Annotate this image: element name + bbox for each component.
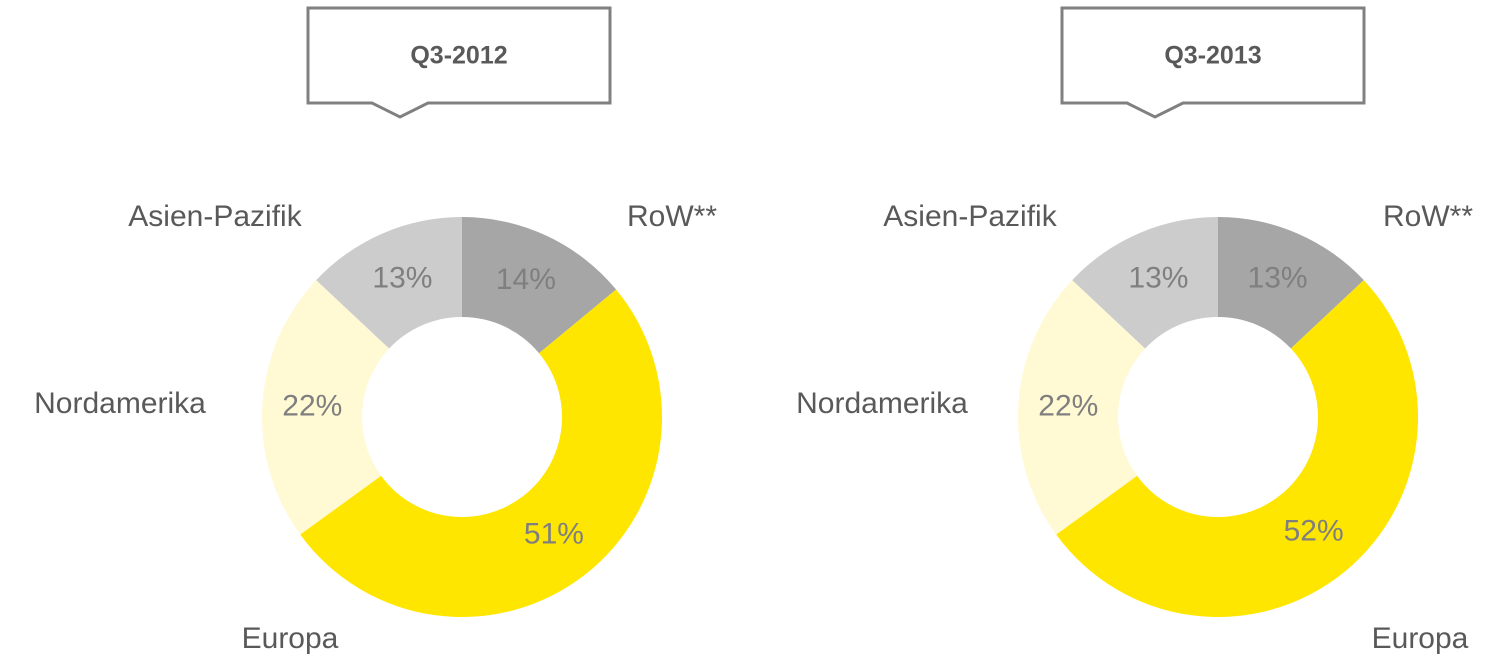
donut-slice bbox=[1056, 280, 1419, 618]
value-label: 22% bbox=[282, 390, 342, 423]
donut-slice bbox=[1072, 217, 1218, 349]
value-label: 51% bbox=[524, 517, 584, 550]
chart-title: Q3-2013 bbox=[1164, 42, 1261, 70]
category-label: Europa bbox=[1372, 622, 1469, 655]
value-label: 14% bbox=[496, 263, 556, 296]
category-label: RoW** bbox=[627, 200, 717, 233]
value-label: 13% bbox=[1248, 261, 1308, 294]
category-label: Nordamerika bbox=[796, 387, 968, 420]
category-label: Asien-Pazifik bbox=[883, 200, 1057, 233]
category-label: Europa bbox=[242, 622, 339, 655]
title-callout bbox=[1060, 6, 1366, 119]
value-label: 13% bbox=[372, 261, 432, 294]
title-callout bbox=[306, 6, 612, 119]
category-label: Asien-Pazifik bbox=[128, 200, 302, 233]
value-label: 13% bbox=[1128, 261, 1188, 294]
value-label: 22% bbox=[1038, 390, 1098, 423]
category-label: RoW** bbox=[1383, 200, 1473, 233]
donut-slice bbox=[262, 280, 390, 535]
donut-slice bbox=[300, 289, 662, 617]
category-label: Nordamerika bbox=[34, 387, 206, 420]
donut-slice bbox=[1218, 217, 1364, 349]
donut-slice bbox=[1017, 280, 1146, 535]
donut-slice bbox=[462, 217, 617, 354]
chart-title: Q3-2012 bbox=[410, 42, 507, 70]
value-label: 52% bbox=[1284, 514, 1344, 547]
donut-slice bbox=[316, 217, 462, 349]
